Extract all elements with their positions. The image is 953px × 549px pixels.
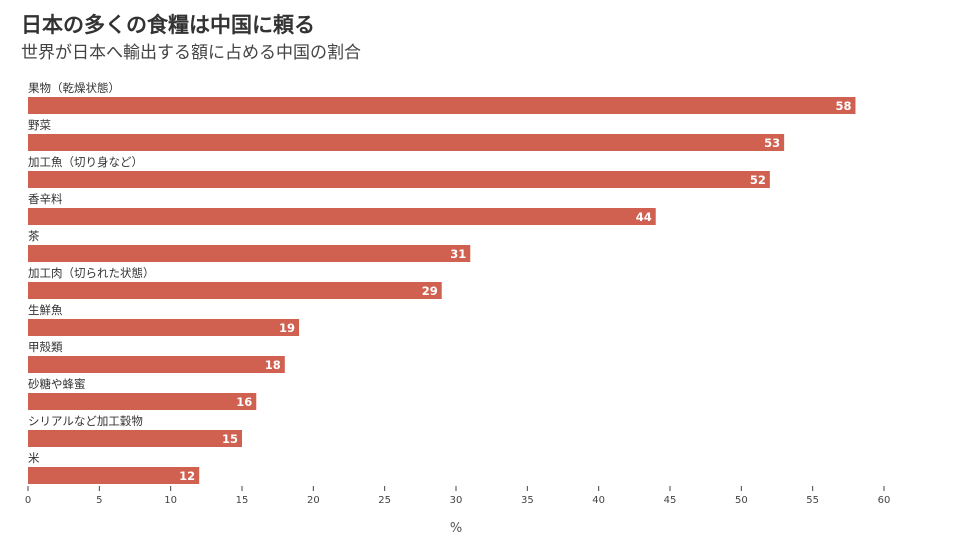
bar: [28, 393, 257, 410]
x-tick-label: 35: [521, 495, 534, 506]
category-label: 果物（乾燥状態）: [28, 81, 120, 95]
data-label: 18: [265, 358, 281, 372]
bar: [28, 282, 442, 299]
bar: [28, 467, 200, 484]
category-label: シリアルなど加工穀物: [28, 414, 143, 428]
x-tick-label: 25: [378, 495, 391, 506]
data-label: 53: [764, 136, 780, 150]
category-label: 茶: [28, 229, 40, 243]
bar: [28, 134, 785, 151]
x-axis-label: %: [450, 521, 462, 536]
data-label: 29: [422, 284, 438, 298]
bar: [28, 245, 471, 262]
x-tick-label: 40: [592, 495, 605, 506]
data-label: 31: [450, 247, 466, 261]
chart-subtitle: 世界が日本へ輸出する額に占める中国の割合: [21, 43, 361, 63]
bar: [28, 319, 300, 336]
bar: [28, 171, 770, 188]
data-label: 19: [279, 321, 295, 335]
x-tick-label: 5: [96, 495, 102, 506]
x-tick-label: 30: [450, 495, 463, 506]
x-tick-label: 60: [878, 495, 891, 506]
category-label: 砂糖や蜂蜜: [28, 377, 86, 391]
category-label: 加工肉（切られた状態）: [28, 266, 155, 280]
x-tick-label: 50: [735, 495, 748, 506]
x-axis: 0 5 10 15 20 25 30 35 40 45 50 55 60: [25, 486, 891, 506]
data-label: 52: [750, 173, 766, 187]
bar: [28, 97, 856, 114]
bar: [28, 208, 656, 225]
x-tick-label: 10: [164, 495, 177, 506]
category-label: 生鮮魚: [28, 303, 63, 317]
category-label: 加工魚（切り身など）: [28, 155, 143, 169]
data-label: 58: [835, 99, 851, 113]
data-label: 15: [222, 432, 238, 446]
x-tick-label: 55: [806, 495, 819, 506]
category-label: 野菜: [28, 118, 51, 132]
x-tick-label: 45: [664, 495, 677, 506]
category-label: 米: [28, 451, 40, 465]
bar: [28, 430, 242, 447]
data-label: 12: [179, 469, 195, 483]
x-tick-label: 0: [25, 495, 31, 506]
bar: [28, 356, 285, 373]
data-label: 16: [236, 395, 252, 409]
category-label: 香辛料: [28, 192, 63, 206]
category-label: 甲殻類: [28, 340, 63, 354]
x-tick-label: 20: [307, 495, 320, 506]
x-tick-label: 15: [236, 495, 249, 506]
data-label: 44: [636, 210, 652, 224]
bar-group: 果物（乾燥状態） 58 野菜 53 加工魚（切り身など） 52 香辛料 44 茶 31 加工肉（切ら…: [28, 81, 856, 484]
chart-title: 日本の多くの食糧は中国に頼る: [21, 13, 315, 37]
